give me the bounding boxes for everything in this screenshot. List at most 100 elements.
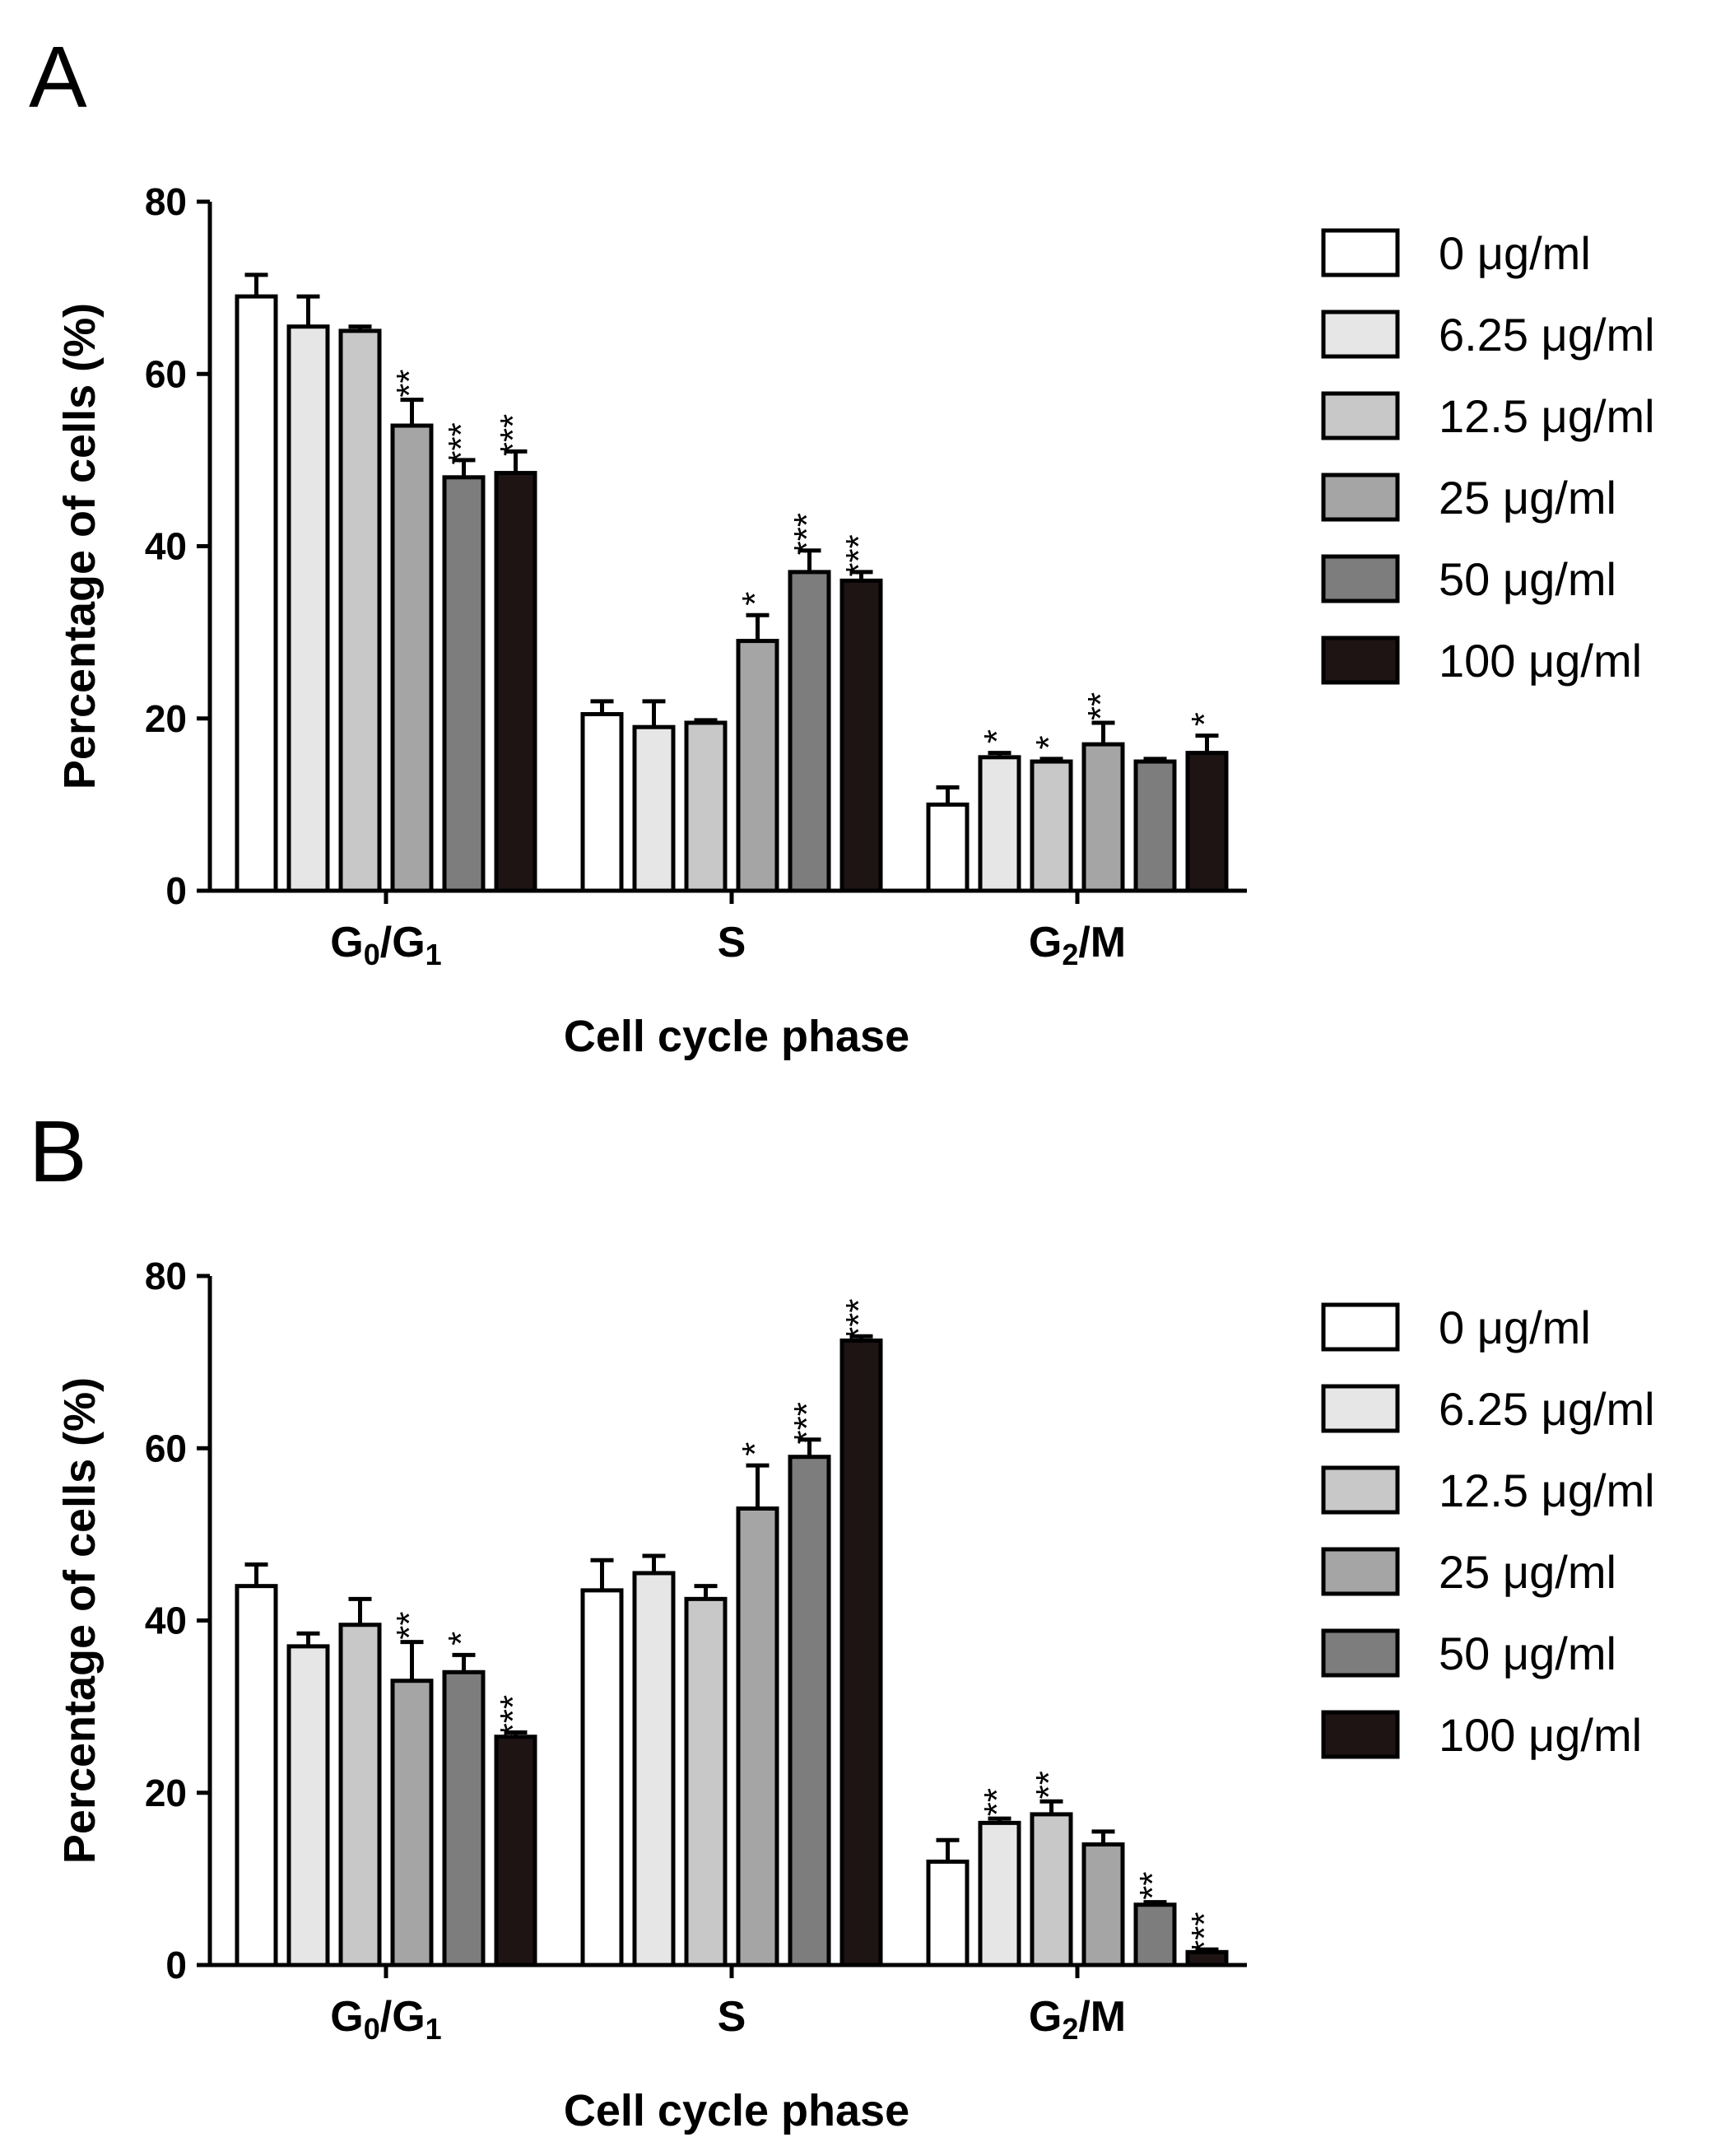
significance-mark: ***	[1184, 1912, 1225, 1953]
y-tick-label: 20	[145, 1772, 187, 1814]
bar	[839, 1338, 883, 1967]
bar	[788, 1455, 831, 1967]
legend-swatch	[1321, 1710, 1400, 1759]
significance-mark: ***	[787, 513, 827, 555]
bar	[338, 328, 382, 893]
bar	[286, 324, 330, 893]
x-axis-title: Cell cycle phase	[564, 1012, 909, 1061]
significance-mark: **	[389, 1612, 430, 1640]
bar	[442, 1669, 486, 1967]
bar	[632, 724, 676, 893]
x-tick-label-part: 1	[426, 938, 442, 971]
y-tick-label: 60	[145, 352, 187, 395]
y-tick-label: 0	[165, 869, 187, 912]
y-tick-label: 80	[145, 1255, 187, 1297]
bar	[839, 578, 883, 893]
legend-swatch	[1321, 636, 1400, 685]
significance-mark: ***	[493, 1695, 533, 1737]
bar	[736, 639, 779, 893]
bar	[286, 1644, 330, 1967]
legend-label: 12.5 μg/ml	[1439, 1464, 1655, 1516]
x-tick-label-part: /M	[1078, 919, 1126, 966]
x-axis-title: Cell cycle phase	[564, 2086, 909, 2135]
bar	[1081, 1842, 1125, 1967]
bar	[926, 802, 970, 893]
bar	[736, 1506, 779, 1967]
y-tick-label: 60	[145, 1427, 187, 1469]
x-tick-label: S	[718, 919, 746, 966]
x-tick-label-part: S	[718, 919, 746, 966]
x-tick-label-part: 0	[364, 2012, 380, 2046]
significance-mark: ***	[839, 534, 879, 576]
x-tick-label-part: S	[718, 1993, 746, 2041]
x-tick-label-part: /G	[380, 1993, 426, 2041]
legend-swatch	[1321, 1302, 1400, 1352]
legend-swatch	[1321, 1547, 1400, 1596]
significance-mark: *	[441, 1632, 481, 1646]
significance-mark: **	[1081, 692, 1121, 720]
bar	[1185, 751, 1229, 893]
legend: 0 μg/ml 6.25 μg/ml 12.5 μg/ml 25 μg/ml 50 μg…	[1321, 1302, 1655, 1761]
x-tick-label: G0/G1	[330, 919, 441, 971]
y-tick-label: 20	[145, 697, 187, 740]
bar	[580, 1588, 624, 1967]
x-tick-label-part: 2	[1062, 2012, 1078, 2046]
legend-label: 50 μg/ml	[1439, 553, 1616, 605]
legend-swatch	[1321, 228, 1400, 277]
legend-label: 25 μg/ml	[1439, 472, 1616, 524]
legend-swatch	[1321, 1465, 1400, 1515]
x-tick-label-part: 1	[426, 2012, 442, 2046]
x-tick-label-part: /G	[380, 919, 426, 966]
bar	[684, 1596, 728, 1967]
bar	[390, 423, 434, 893]
x-tick-label-part: G	[330, 1993, 363, 2041]
legend: 0 μg/ml 6.25 μg/ml 12.5 μg/ml 25 μg/ml 50 μg…	[1321, 227, 1655, 687]
bar	[1030, 759, 1073, 893]
legend-label: 6.25 μg/ml	[1439, 1383, 1655, 1435]
legend-label: 100 μg/ml	[1439, 635, 1642, 687]
bar	[494, 471, 537, 893]
x-tick-label-part: G	[330, 919, 363, 966]
y-tick-label: 80	[145, 180, 187, 223]
legend-label: 12.5 μg/ml	[1439, 390, 1655, 442]
bar	[338, 1623, 382, 1967]
bar	[235, 1584, 278, 1967]
bar	[580, 712, 624, 893]
legend-label: 6.25 μg/ml	[1439, 309, 1655, 361]
significance-mark: **	[977, 1788, 1017, 1816]
x-tick-label: S	[718, 1993, 746, 2041]
bar	[1133, 1902, 1177, 1967]
significance-mark: ***	[839, 1299, 879, 1341]
significance-mark: ***	[787, 1402, 827, 1444]
significance-mark: ***	[441, 422, 481, 464]
legend-label: 0 μg/ml	[1439, 227, 1591, 279]
x-tick-label-part: G	[1029, 919, 1062, 966]
bar	[235, 294, 278, 893]
x-tick-label-part: G	[1029, 1993, 1062, 2041]
legend-label: 50 μg/ml	[1439, 1627, 1616, 1679]
bar	[684, 720, 728, 893]
bar	[978, 1820, 1021, 1967]
y-tick-label: 0	[165, 1944, 187, 1986]
x-tick-label: G0/G1	[330, 1993, 441, 2046]
bar	[632, 1571, 676, 1967]
significance-mark: ***	[493, 414, 533, 456]
bar	[390, 1679, 434, 1967]
bar	[1133, 759, 1177, 893]
bar	[788, 570, 831, 893]
legend-swatch	[1321, 1384, 1400, 1433]
legend-swatch	[1321, 554, 1400, 603]
y-tick-label: 40	[145, 525, 187, 568]
significance-mark: *	[735, 1442, 775, 1456]
x-tick-label: G2/M	[1029, 919, 1126, 971]
legend-label: 100 μg/ml	[1439, 1709, 1642, 1761]
legend-swatch	[1321, 310, 1400, 359]
legend-swatch	[1321, 1628, 1400, 1678]
y-tick-label: 40	[145, 1600, 187, 1642]
legend-label: 25 μg/ml	[1439, 1546, 1616, 1598]
bar	[1081, 742, 1125, 893]
significance-mark: *	[1029, 735, 1069, 749]
x-tick-label-part: 0	[364, 938, 380, 971]
